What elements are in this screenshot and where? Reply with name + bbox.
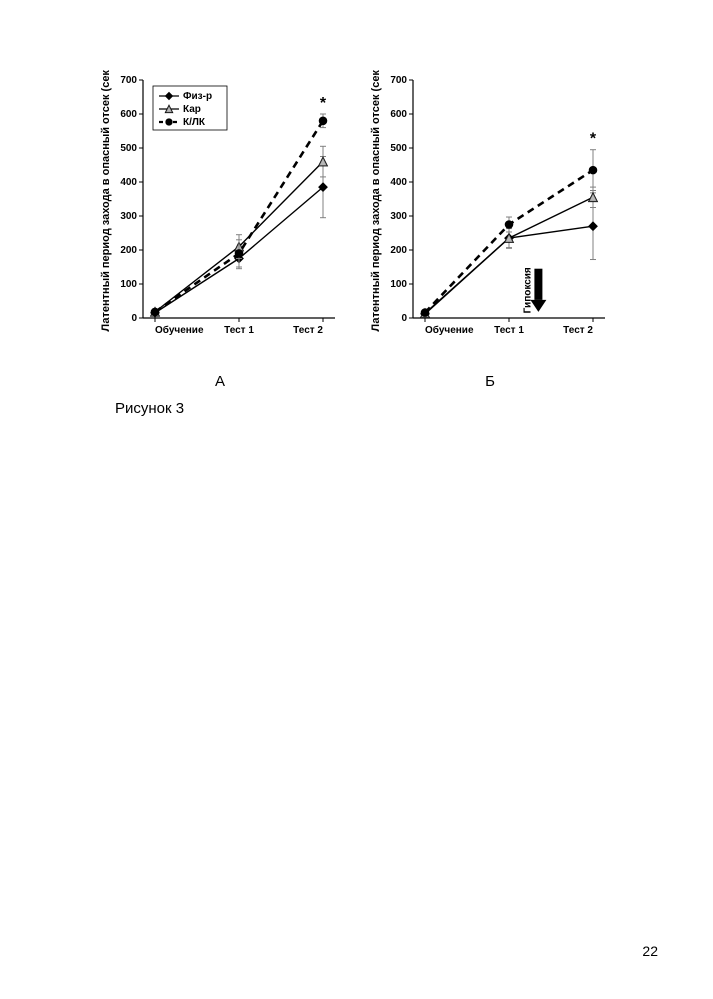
svg-text:400: 400 xyxy=(390,177,407,188)
svg-text:100: 100 xyxy=(120,279,137,290)
figure-caption: Рисунок 3 xyxy=(115,400,184,417)
svg-text:Тест 2: Тест 2 xyxy=(563,325,593,336)
chart-row: 0 100 200 300 400 500 600 700 Обучение Тест 1 Тест… xyxy=(95,70,615,390)
svg-text:К/ЛК: К/ЛК xyxy=(183,117,206,128)
panel-b: 0 100 200 300 400 500 600 700 Обучение Тест 1 Тест… xyxy=(365,70,615,390)
chart-a-svg: 0 100 200 300 400 500 600 700 Обучение Тест 1 Тест… xyxy=(95,70,345,352)
svg-text:700: 700 xyxy=(390,75,407,86)
svg-text:Латентный период захода в опас: Латентный период захода в опасный отсек … xyxy=(100,70,112,332)
svg-text:100: 100 xyxy=(390,279,407,290)
svg-text:600: 600 xyxy=(390,109,407,120)
svg-text:500: 500 xyxy=(390,143,407,154)
panel-b-label: Б xyxy=(365,373,615,390)
svg-text:300: 300 xyxy=(390,211,407,222)
chart-b-svg: 0 100 200 300 400 500 600 700 Обучение Тест 1 Тест… xyxy=(365,70,615,352)
svg-text:*: * xyxy=(590,131,597,148)
svg-text:0: 0 xyxy=(131,313,137,324)
page-number: 22 xyxy=(642,943,658,959)
svg-text:600: 600 xyxy=(120,109,137,120)
panel-a: 0 100 200 300 400 500 600 700 Обучение Тест 1 Тест… xyxy=(95,70,345,390)
svg-text:Латентный период захода в опас: Латентный период захода в опасный отсек … xyxy=(370,70,382,332)
svg-text:Тест 2: Тест 2 xyxy=(293,325,323,336)
svg-text:Обучение: Обучение xyxy=(155,324,204,336)
svg-text:200: 200 xyxy=(120,245,137,256)
svg-text:Тест 1: Тест 1 xyxy=(494,325,524,336)
svg-text:700: 700 xyxy=(120,75,137,86)
svg-text:Физ-р: Физ-р xyxy=(183,91,212,102)
svg-text:Обучение: Обучение xyxy=(425,324,474,336)
svg-text:Тест 1: Тест 1 xyxy=(224,325,254,336)
svg-text:400: 400 xyxy=(120,177,137,188)
panel-a-label: А xyxy=(95,373,345,390)
svg-text:*: * xyxy=(320,95,327,112)
svg-text:Кар: Кар xyxy=(183,104,201,115)
page: 0 100 200 300 400 500 600 700 Обучение Тест 1 Тест… xyxy=(0,0,713,999)
svg-text:500: 500 xyxy=(120,143,137,154)
svg-text:0: 0 xyxy=(401,313,407,324)
svg-text:300: 300 xyxy=(120,211,137,222)
svg-text:Гипоксия: Гипоксия xyxy=(522,267,533,313)
svg-text:200: 200 xyxy=(390,245,407,256)
